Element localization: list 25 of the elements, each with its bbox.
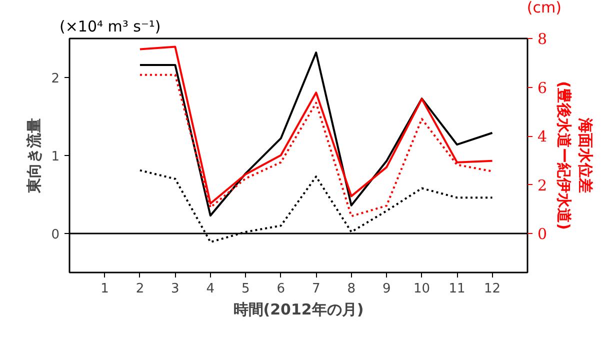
y2-tick-label: 0 — [538, 225, 548, 243]
y2-tick-label: 2 — [538, 176, 548, 194]
x-tick-label: 12 — [484, 282, 501, 296]
y2-axis-title: 海面水位差 (豊後水道ー紀伊水道) — [555, 81, 595, 230]
y-tick-label: 1 — [51, 150, 60, 164]
text: (cm) — [526, 0, 562, 16]
x-tick-label: 1 — [100, 282, 109, 296]
y-tick-label: 0 — [51, 228, 60, 242]
text: (×10⁴ m³ s⁻¹) — [60, 18, 161, 36]
x-tick-label: 8 — [347, 282, 356, 296]
y2-tick-label: 8 — [538, 30, 548, 48]
x-axis-title: 時間(2012年の月) — [233, 300, 364, 318]
x-tick-label: 7 — [312, 282, 320, 296]
y-axis-title: 東向き流量 — [25, 118, 44, 194]
x-tick-label: 6 — [276, 282, 286, 296]
x-tick-label: 5 — [242, 282, 250, 296]
x-tick-label: 11 — [448, 282, 466, 296]
y2-tick-label: 4 — [538, 128, 548, 146]
x-tick-label: 2 — [136, 282, 144, 296]
y2-tick-label: 6 — [538, 78, 548, 97]
x-tick-label: 4 — [206, 282, 215, 296]
x-tick-label: 9 — [382, 282, 391, 296]
x-tick-label: 10 — [414, 282, 430, 296]
y-tick-label: 2 — [51, 72, 60, 86]
x-tick-label: 3 — [171, 282, 180, 296]
